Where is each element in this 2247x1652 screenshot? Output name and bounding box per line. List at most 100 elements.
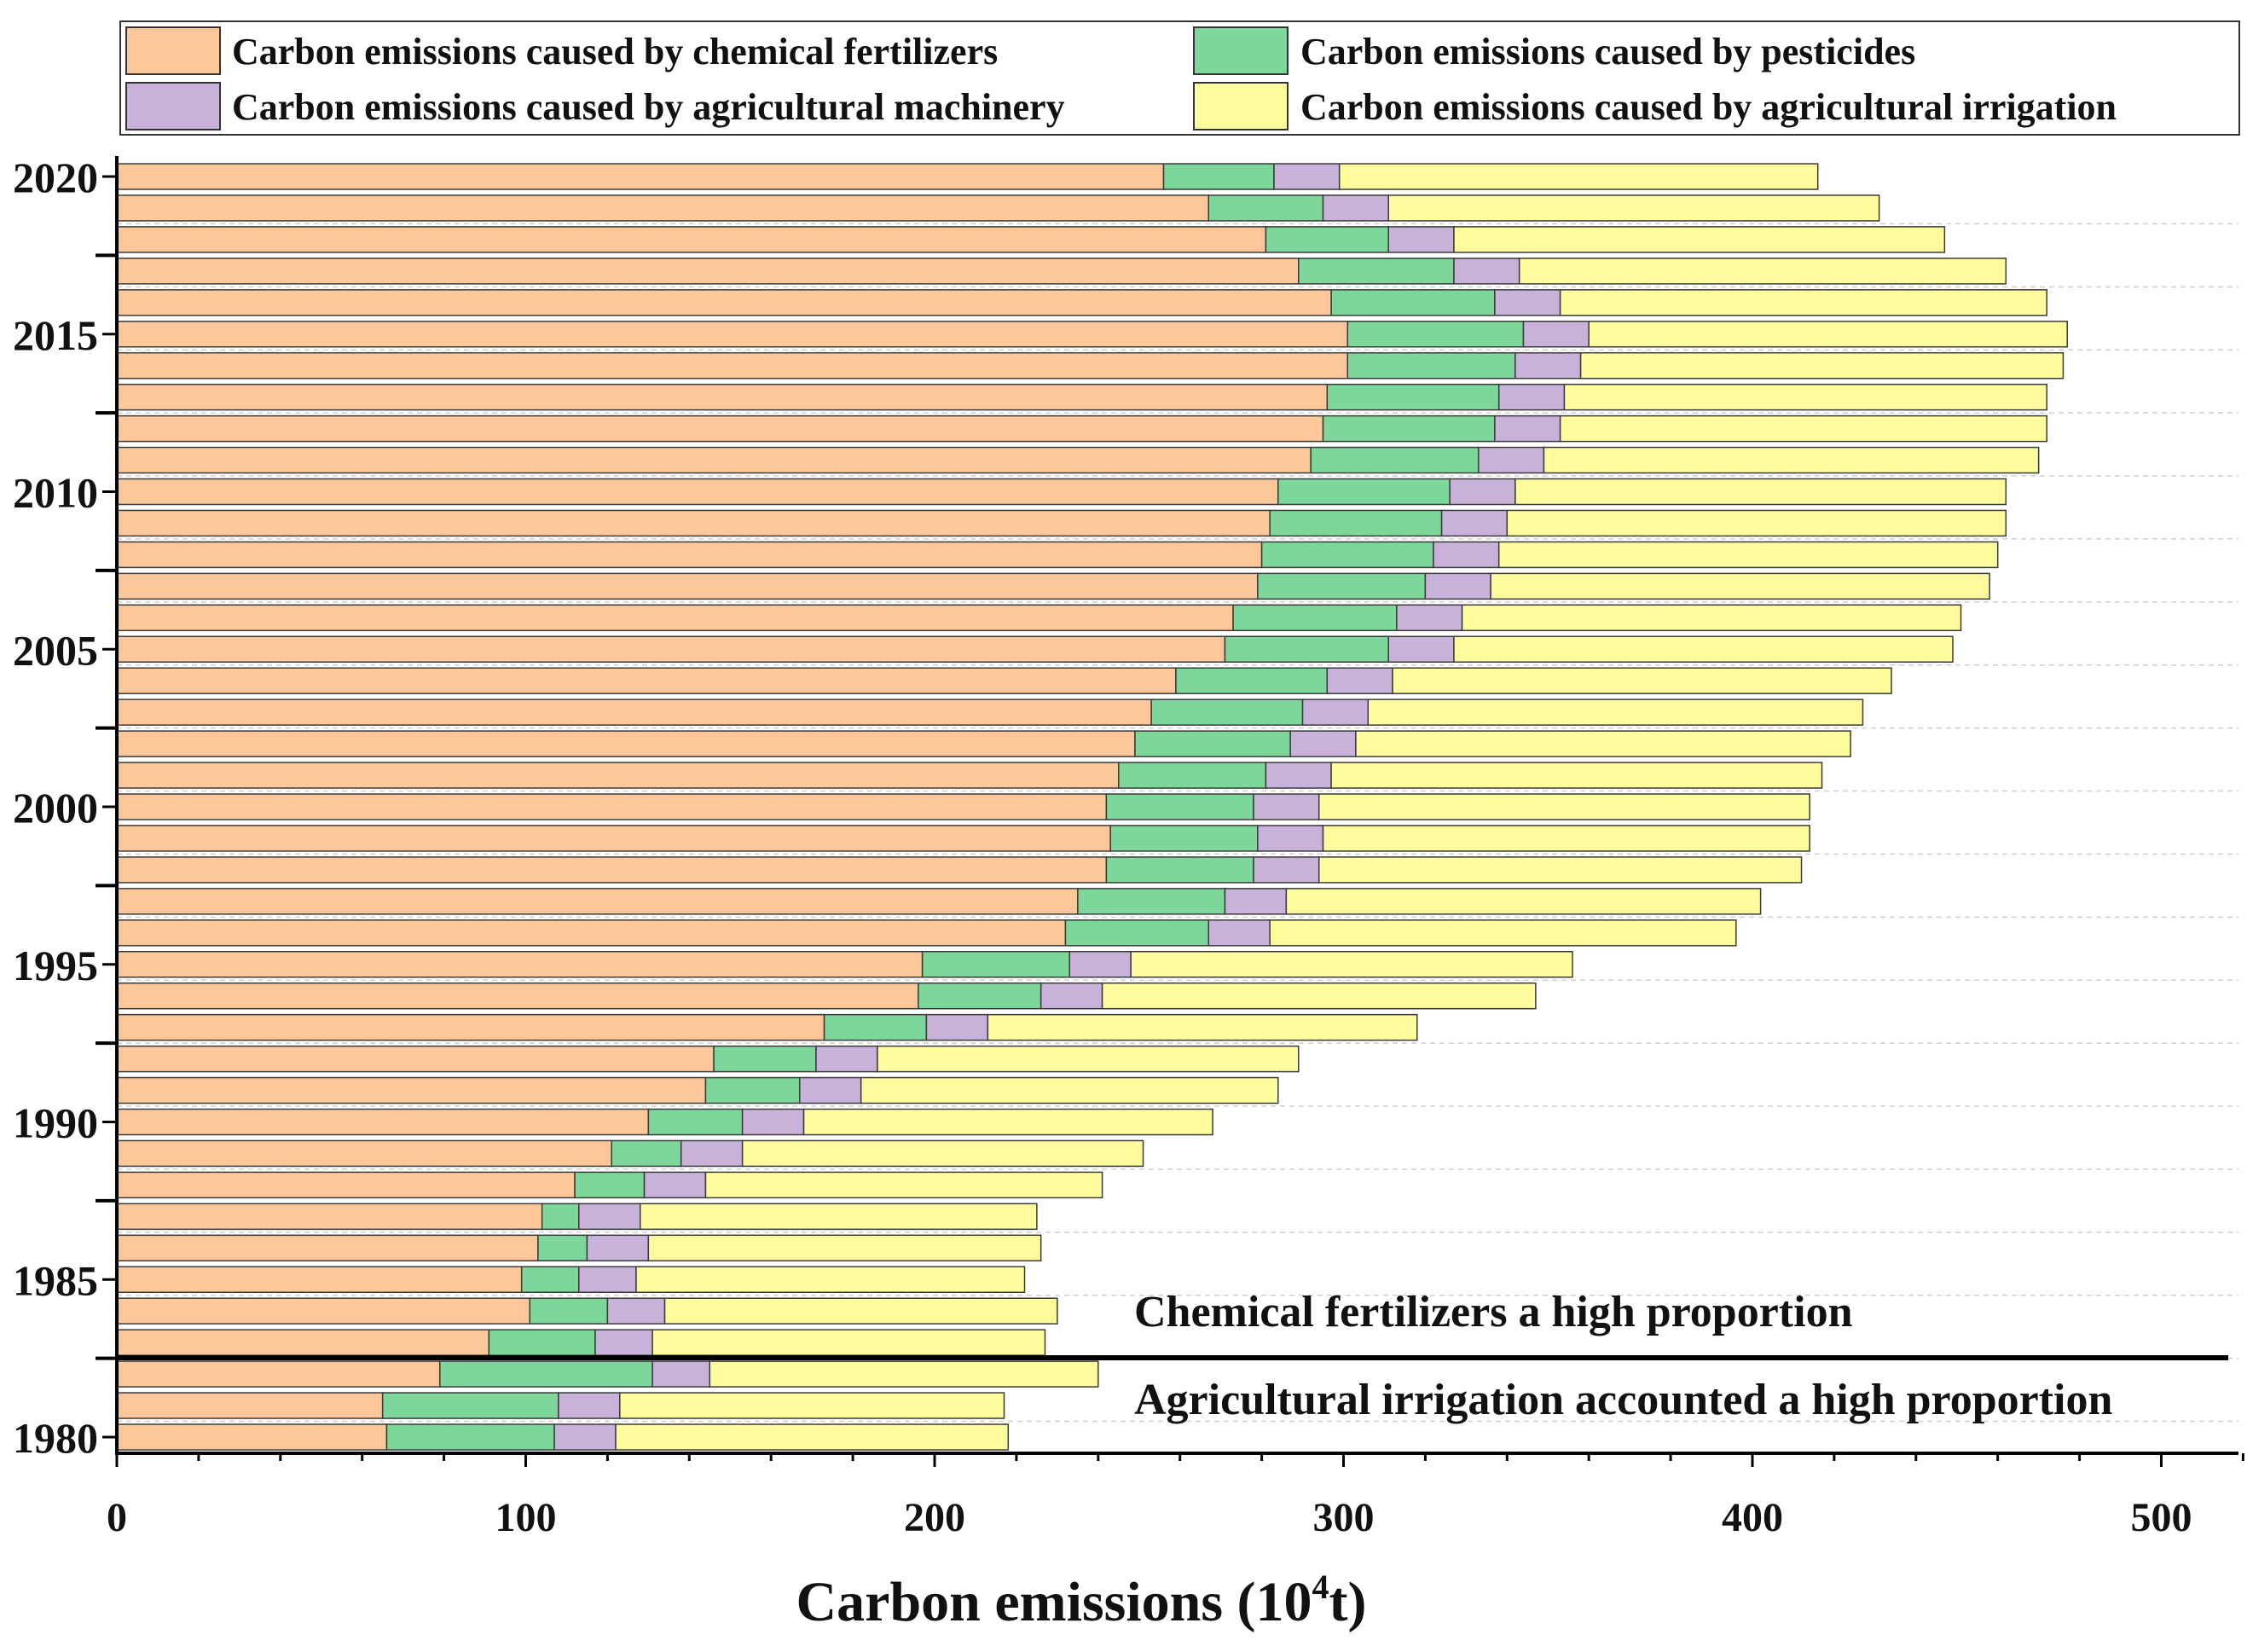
bar-1998-series-3	[1318, 856, 1803, 884]
bar-2020-series-1	[1162, 163, 1275, 190]
bar-2006-series-2	[1396, 604, 1463, 632]
bar-2020-series-0	[116, 163, 1165, 190]
bar-1988-series-1	[574, 1171, 646, 1199]
bar-2013-series-0	[116, 383, 1329, 411]
bars-group	[116, 163, 2068, 1451]
bar-2008-series-1	[1260, 541, 1434, 569]
bar-1994-series-1	[918, 982, 1042, 1010]
bar-1995-series-1	[921, 951, 1070, 978]
bar-2009-series-0	[116, 509, 1271, 537]
bar-1987-series-3	[640, 1203, 1038, 1231]
legend-label-machinery: Carbon emissions caused by agricultural …	[232, 86, 1065, 128]
bar-1981-series-0	[116, 1392, 384, 1419]
bar-2019-series-0	[116, 194, 1210, 222]
bar-2008-series-0	[116, 541, 1263, 569]
bar-2008-series-2	[1433, 541, 1500, 569]
bar-2003-series-0	[116, 698, 1152, 726]
bar-1986-series-1	[537, 1234, 588, 1262]
bar-1997-series-1	[1077, 888, 1226, 915]
annotation-fertilizers: Chemical fertilizers a high proportion	[1134, 1288, 1853, 1336]
x-tick-label-300: 300	[1313, 1495, 1375, 1540]
bar-2011-series-2	[1477, 446, 1545, 474]
bar-2013-series-2	[1497, 383, 1566, 411]
legend-swatch-fertilizers	[125, 26, 221, 75]
bar-1999-series-1	[1109, 825, 1259, 852]
bar-1990-series-0	[116, 1108, 650, 1136]
bar-2006-series-1	[1232, 604, 1398, 632]
x-tick-label-400: 400	[1722, 1495, 1783, 1540]
bar-2001-series-1	[1118, 762, 1267, 789]
bar-1990-series-2	[741, 1108, 805, 1136]
bar-1999-series-2	[1257, 825, 1324, 852]
bar-1980-series-3	[615, 1423, 1010, 1451]
bar-1999-series-3	[1322, 825, 1810, 852]
bar-2012-series-2	[1494, 414, 1561, 443]
bar-2011-series-0	[116, 446, 1312, 474]
bar-2014-series-3	[1579, 351, 2065, 380]
bar-2003-series-2	[1301, 698, 1370, 726]
bar-1992-series-2	[815, 1045, 878, 1073]
legend-label-pesticides: Carbon emissions caused by pesticides	[1300, 31, 1915, 72]
x-ticks: 0 100 200 300 400 500	[107, 1453, 2244, 1540]
bar-2009-series-1	[1269, 509, 1443, 537]
bar-1982-series-1	[439, 1360, 653, 1388]
bar-2000-series-2	[1253, 793, 1320, 820]
bar-1981-series-3	[619, 1392, 1005, 1419]
bar-1992-series-1	[713, 1045, 817, 1073]
bar-2010-series-2	[1449, 478, 1516, 506]
bar-1986-series-2	[586, 1234, 650, 1262]
bar-2017-series-1	[1298, 258, 1455, 285]
bar-1986-series-0	[116, 1234, 539, 1262]
bar-2007-series-0	[116, 572, 1259, 600]
bar-2016-series-1	[1330, 289, 1496, 316]
bar-1980-series-0	[116, 1423, 388, 1451]
bar-2016-series-2	[1494, 289, 1561, 316]
bar-2005-series-2	[1387, 635, 1455, 663]
bar-1991-series-2	[799, 1076, 862, 1104]
bar-1989-series-3	[741, 1139, 1144, 1168]
bar-1989-series-1	[611, 1139, 682, 1168]
annotation-irrigation: Agricultural irrigation accounted a high…	[1134, 1376, 2112, 1424]
y-tick-label-1980: 1980	[13, 1414, 98, 1462]
bar-2001-series-3	[1330, 762, 1823, 789]
bar-2001-series-0	[116, 762, 1120, 789]
x-tick-label-200: 200	[904, 1495, 965, 1540]
grid-lines	[117, 223, 2238, 1423]
legend-frame	[119, 20, 2240, 136]
bar-1983-series-2	[594, 1329, 653, 1356]
y-ticks: 2020 2015 2010 2005 2000 1995 1990 1985 1980	[13, 154, 117, 1462]
bar-2005-series-3	[1453, 635, 1954, 663]
bar-2010-series-0	[116, 478, 1279, 506]
bar-2019-series-1	[1207, 194, 1324, 222]
bar-1987-series-0	[116, 1203, 543, 1231]
legend-label-irrigation: Carbon emissions caused by agricultural …	[1300, 86, 2117, 128]
bar-1993-series-2	[925, 1013, 989, 1041]
bar-2018-series-3	[1453, 226, 1946, 253]
bar-2013-series-1	[1326, 383, 1500, 411]
bar-2011-series-3	[1543, 446, 2040, 474]
y-tick-label-2000: 2000	[13, 784, 98, 832]
x-tick-label-100: 100	[495, 1495, 557, 1540]
bar-2001-series-2	[1265, 762, 1332, 789]
legend-swatch-irrigation	[1193, 82, 1289, 130]
x-axis-title-superscript: 4	[1312, 1568, 1329, 1606]
bar-2004-series-0	[116, 667, 1177, 694]
bar-1985-series-1	[520, 1266, 580, 1293]
bar-1984-series-1	[529, 1297, 609, 1324]
bar-1984-series-0	[116, 1297, 531, 1324]
bar-2016-series-3	[1559, 289, 2047, 316]
bar-1985-series-3	[635, 1266, 1026, 1293]
bar-2010-series-1	[1277, 478, 1451, 506]
bar-1997-series-3	[1285, 888, 1762, 915]
bar-1984-series-2	[606, 1297, 666, 1324]
bar-1991-series-1	[704, 1076, 801, 1104]
bar-1983-series-3	[652, 1329, 1046, 1356]
y-tick-label-2020: 2020	[13, 154, 98, 201]
x-axis-title-end: t)	[1329, 1571, 1367, 1633]
bar-1997-series-2	[1224, 888, 1288, 915]
bar-2007-series-1	[1257, 572, 1427, 600]
bar-2016-series-0	[116, 289, 1332, 316]
bar-2002-series-1	[1134, 730, 1291, 757]
bar-1992-series-3	[877, 1045, 1300, 1073]
bar-1994-series-0	[116, 982, 919, 1010]
